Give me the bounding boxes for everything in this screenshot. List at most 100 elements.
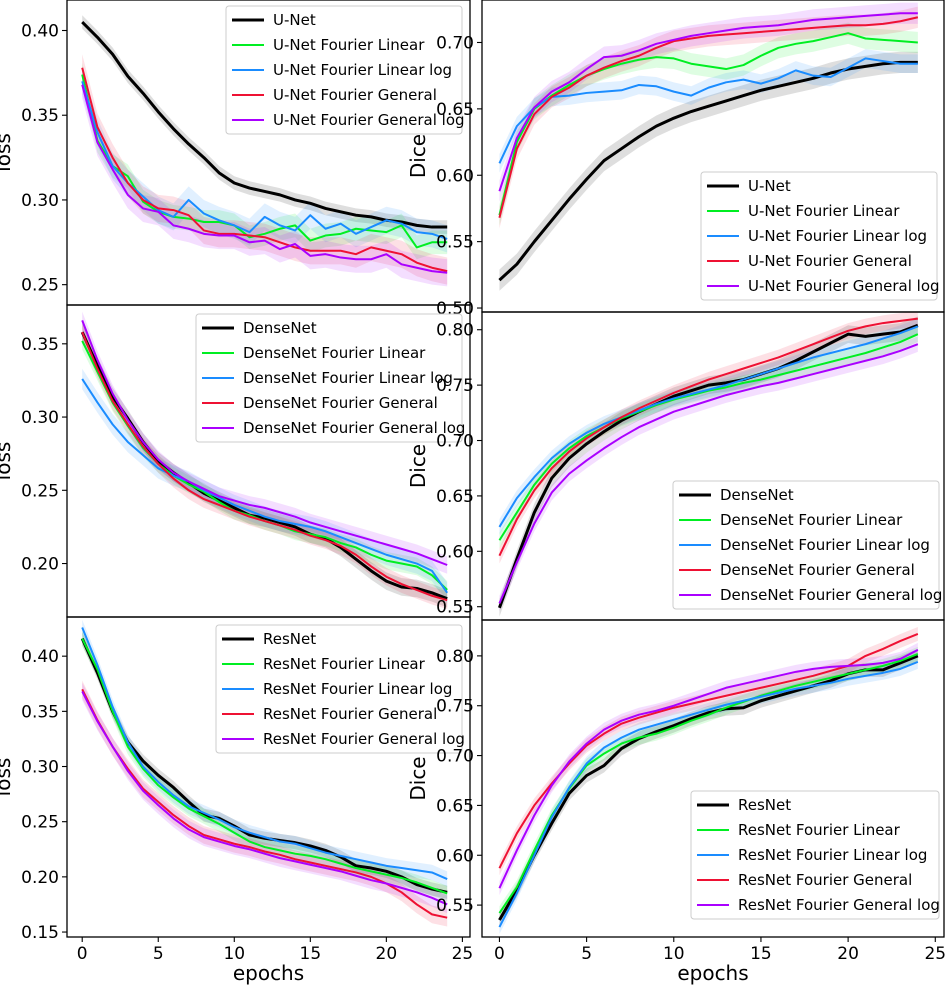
y-tick-label: 0.35 (21, 106, 59, 126)
y-axis-title: Dice (406, 134, 430, 178)
y-tick-label: 0.55 (436, 233, 474, 253)
y-tick-label: 0.15 (21, 923, 59, 943)
series-line (498, 32, 918, 216)
legend-label: U-Net Fourier Linear (273, 36, 425, 54)
legend-box (700, 171, 938, 301)
legend-label: DenseNet (243, 319, 317, 337)
series-line (498, 333, 919, 541)
plot-area (498, 626, 919, 935)
series-band (82, 54, 448, 285)
x-tick-label: 25 (452, 944, 474, 964)
series-band (499, 49, 918, 173)
legend-label: DenseNet Fourier General log (720, 586, 942, 604)
legend-label: ResNet Fourier Linear log (263, 680, 452, 698)
legend-label: U-Net Fourier General (273, 86, 437, 104)
x-tick-label: 0 (494, 944, 505, 964)
x-axis-title: epochs (233, 961, 304, 985)
y-tick-label: 0.30 (21, 191, 59, 211)
panel-1: 0.25 0.30 0.35 0.40 loss U-Net U-Net Fourier L… (0, 0, 471, 306)
series-line (81, 84, 448, 274)
series-line (498, 343, 919, 604)
series-band (82, 67, 448, 253)
legend-label: ResNet Fourier General (263, 705, 437, 723)
series-band (499, 2, 918, 202)
x-axis-title: epochs (677, 961, 748, 985)
series-line (498, 323, 919, 609)
y-tick-label: 0.40 (21, 22, 59, 42)
y-tick-label: 0.70 (436, 747, 474, 767)
series-line (81, 691, 448, 906)
legend-box (225, 5, 463, 135)
y-tick-label: 0.30 (21, 758, 59, 778)
series-line (81, 320, 448, 566)
series-band (499, 22, 918, 226)
series-line (498, 12, 918, 192)
y-tick-label: 0.55 (436, 896, 474, 916)
series-line (498, 317, 918, 557)
series-line (81, 638, 448, 895)
y-tick-label: 0.60 (436, 846, 474, 866)
x-tick-label: 20 (376, 944, 398, 964)
panel-6: 0.55 0.60 0.65 0.70 0.75 0.80 0 5 10 15 20 25 Dice ep… (406, 619, 946, 985)
series-line (498, 649, 919, 889)
series-line (81, 67, 448, 273)
y-axis-title: loss (0, 758, 15, 797)
series-line (498, 16, 919, 218)
legend-label: U-Net Fourier Linear log (273, 61, 452, 79)
legend-box (215, 624, 463, 754)
legend: ResNet ResNet Fourier Linear ResNet Fourie… (215, 624, 465, 754)
legend-label: DenseNet (720, 486, 794, 504)
y-tick-label: 0.40 (21, 647, 59, 667)
legend-label: U-Net Fourier General log (273, 111, 465, 129)
legend-label: U-Net (748, 177, 791, 195)
axes-frame (66, 616, 471, 938)
legend-label: U-Net (273, 11, 316, 29)
y-tick-label: 0.65 (436, 796, 474, 816)
plot-area (81, 15, 448, 287)
y-axis-title: Dice (406, 444, 430, 488)
y-tick-label: 0.60 (436, 542, 474, 562)
legend-label: DenseNet Fourier General (720, 561, 915, 579)
legend: DenseNet DenseNet Fourier Linear DenseNet … (195, 313, 465, 443)
x-tick-label: 0 (77, 944, 88, 964)
legend-box (672, 480, 940, 610)
legend: DenseNet DenseNet Fourier Linear DenseNet … (672, 480, 942, 610)
x-tick-label: 25 (924, 944, 946, 964)
plot-area (498, 2, 919, 291)
y-tick-label: 0.70 (436, 432, 474, 452)
panel-4: 0.550.600.650.700.750.80DiceDenseNetDens… (406, 311, 945, 621)
x-tick-label: 10 (663, 944, 685, 964)
legend-label: DenseNet Fourier General log (243, 419, 465, 437)
legend-box (195, 313, 463, 443)
legend: U-Net U-Net Fourier Linear U-Net Fourier L… (700, 171, 940, 301)
legend-label: ResNet Fourier General log (263, 730, 465, 748)
series-band (82, 619, 448, 887)
series-line (81, 81, 448, 240)
legend-box (690, 790, 940, 920)
series-band (499, 316, 918, 617)
x-tick-label: 20 (837, 944, 859, 964)
x-tick-label: 15 (750, 944, 772, 964)
series-band (499, 648, 918, 928)
series-line (81, 74, 448, 249)
legend-label: ResNet Fourier General log (738, 896, 940, 914)
series-band (82, 311, 448, 574)
y-tick-label: 0.30 (21, 408, 59, 428)
legend-label: DenseNet Fourier General (243, 394, 438, 412)
series-line (498, 325, 919, 528)
y-tick-label: 0.20 (21, 868, 59, 888)
y-tick-label: 0.60 (436, 166, 474, 186)
y-tick-label: 0.25 (21, 481, 59, 501)
plot-area (80, 311, 449, 609)
y-tick-label: 0.80 (436, 321, 474, 341)
series-band (82, 71, 448, 287)
y-tick-label: 0.25 (21, 813, 59, 833)
series-band (499, 51, 918, 291)
y-tick-label: 0.65 (436, 100, 474, 120)
y-axis-title: Dice (406, 756, 430, 800)
x-tick-label: 15 (300, 944, 322, 964)
panel-3: 0.20 0.25 0.30 0.35 loss DenseNet DenseNet Fou… (0, 304, 471, 618)
legend-label: DenseNet Fourier Linear (243, 344, 426, 362)
series-line (81, 627, 448, 880)
